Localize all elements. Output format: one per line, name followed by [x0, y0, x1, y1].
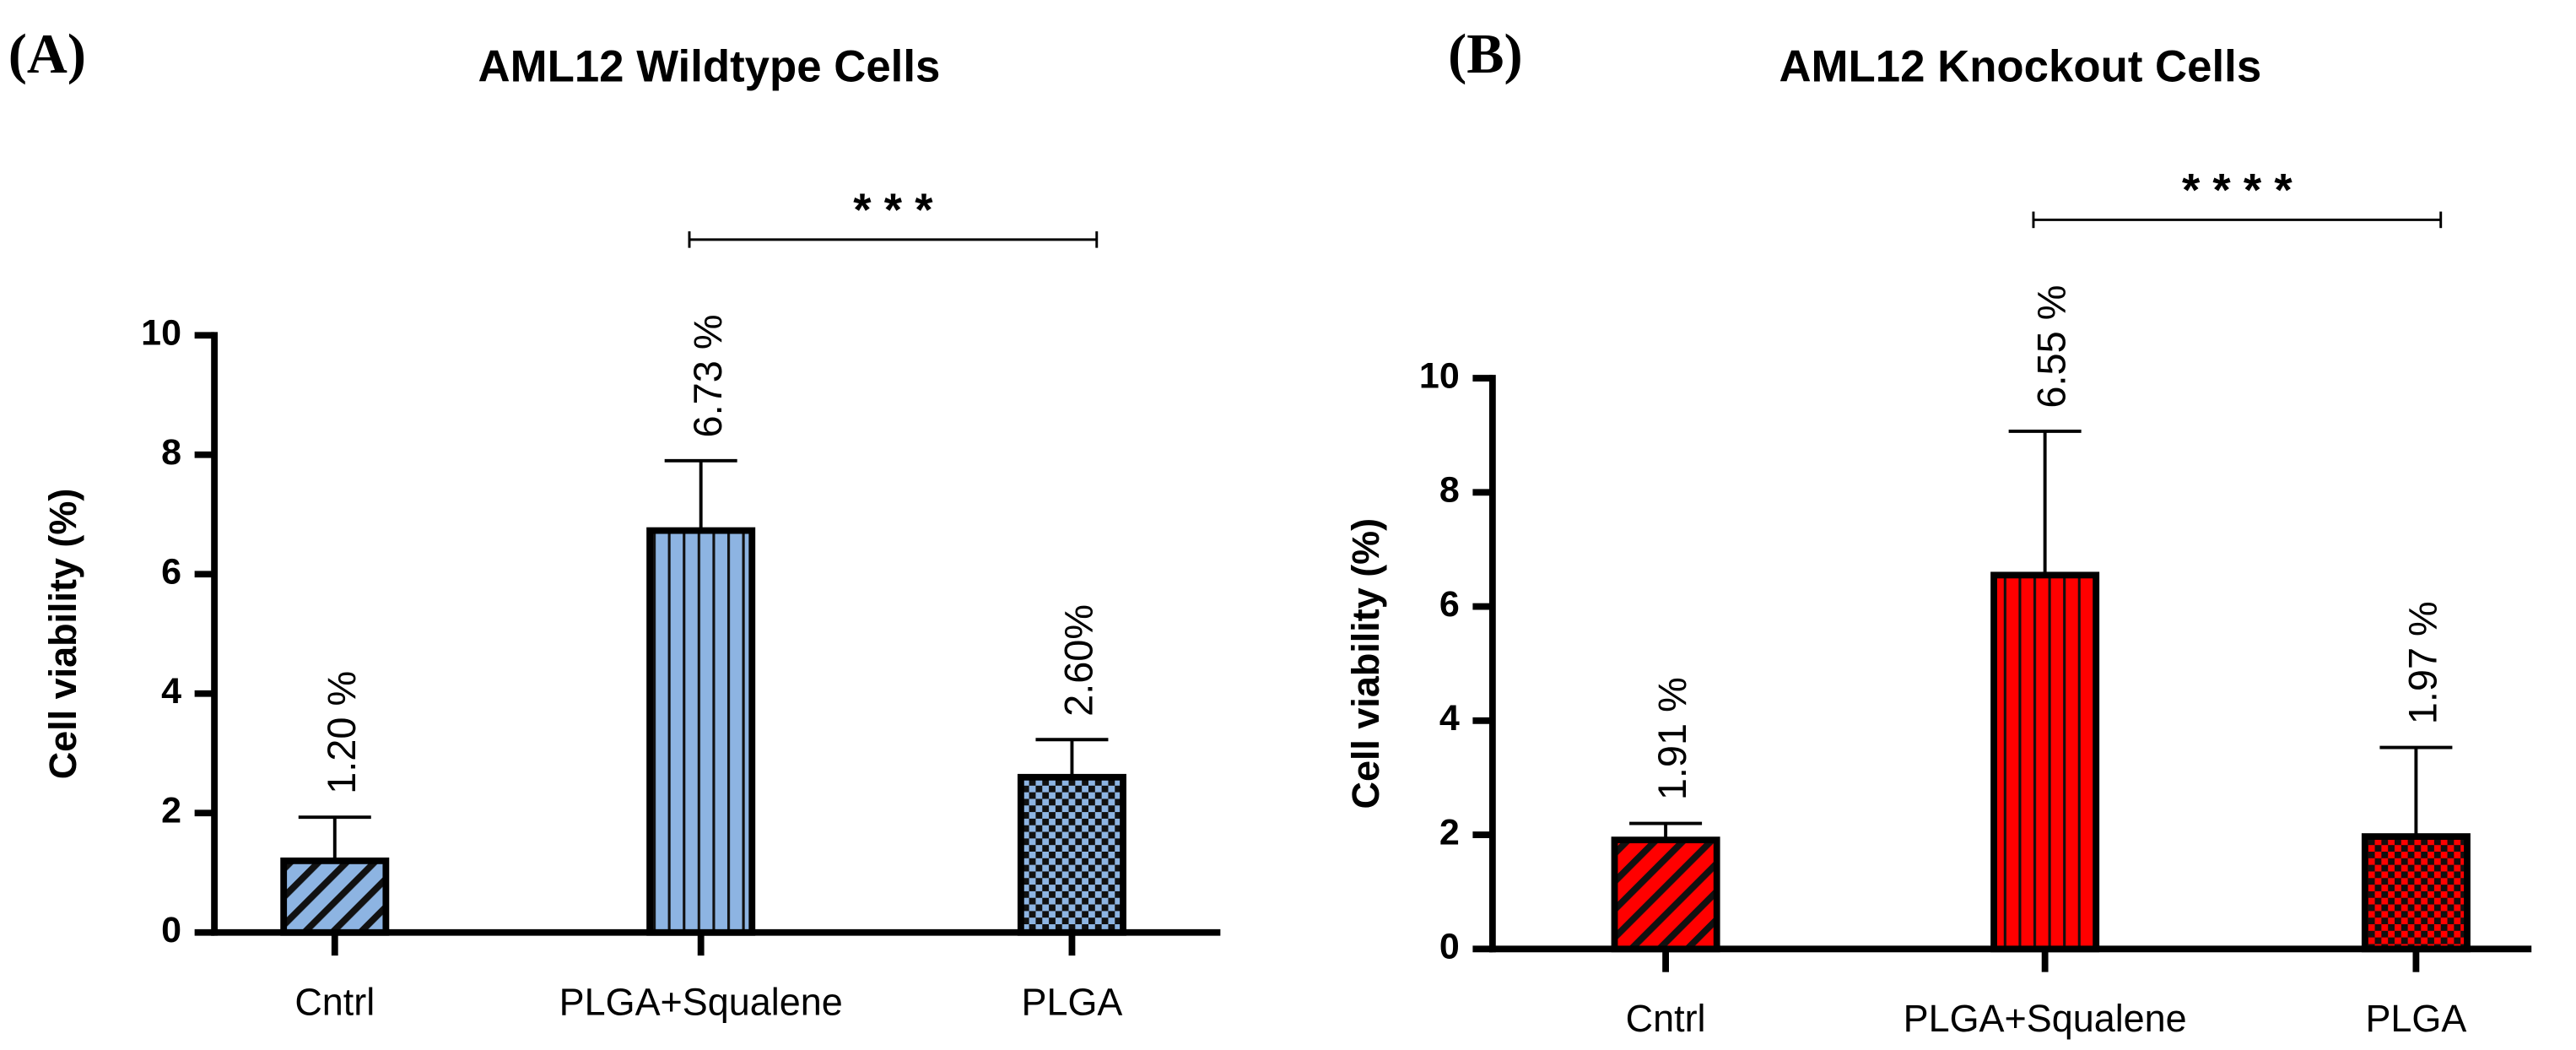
y-tick-label: 6	[1439, 584, 1460, 625]
y-axis-label: Cell viability (%)	[1344, 518, 1387, 809]
panel-label: (B)	[1448, 24, 1523, 85]
significance-label: * * *	[853, 183, 933, 235]
y-tick-label: 10	[1419, 355, 1460, 396]
y-tick-label: 8	[161, 432, 181, 473]
chart-title: AML12 Knockout Cells	[1779, 41, 2261, 91]
bar	[1017, 773, 1126, 936]
y-tick-label: 4	[161, 671, 181, 712]
x-tick-label: PLGA	[1022, 981, 1123, 1024]
value-label: 2.60%	[1057, 604, 1101, 717]
y-tick-label: 8	[1439, 470, 1460, 511]
chart-title: AML12 Wildtype Cells	[478, 41, 941, 91]
bar	[646, 527, 756, 936]
bar	[1611, 836, 1720, 953]
x-tick-label: Cntrl	[294, 981, 375, 1024]
value-label: 1.20 %	[320, 671, 364, 794]
y-tick-label: 0	[161, 910, 181, 950]
panel-label: (A)	[8, 24, 86, 85]
y-tick-label: 2	[161, 791, 181, 831]
y-tick-label: 2	[1439, 812, 1460, 852]
value-label: 6.73 %	[686, 314, 730, 437]
x-tick-label: PLGA+Squalene	[559, 981, 843, 1024]
x-tick-label: PLGA+Squalene	[1904, 997, 2187, 1040]
y-tick-label: 4	[1439, 698, 1460, 739]
bar	[2361, 833, 2471, 953]
bar	[1990, 571, 2100, 953]
y-tick-label: 6	[161, 552, 181, 593]
y-tick-label: 0	[1439, 927, 1460, 967]
bar	[280, 857, 390, 936]
y-axis-label: Cell viability (%)	[41, 489, 84, 780]
x-tick-label: PLGA	[2365, 997, 2466, 1040]
significance-label: * * * *	[2182, 164, 2292, 216]
value-label: 6.55 %	[2030, 285, 2074, 409]
value-label: 1.97 %	[2401, 601, 2445, 724]
y-tick-label: 10	[141, 313, 181, 354]
value-label: 1.91 %	[1650, 677, 1694, 800]
x-tick-label: Cntrl	[1626, 997, 1706, 1040]
